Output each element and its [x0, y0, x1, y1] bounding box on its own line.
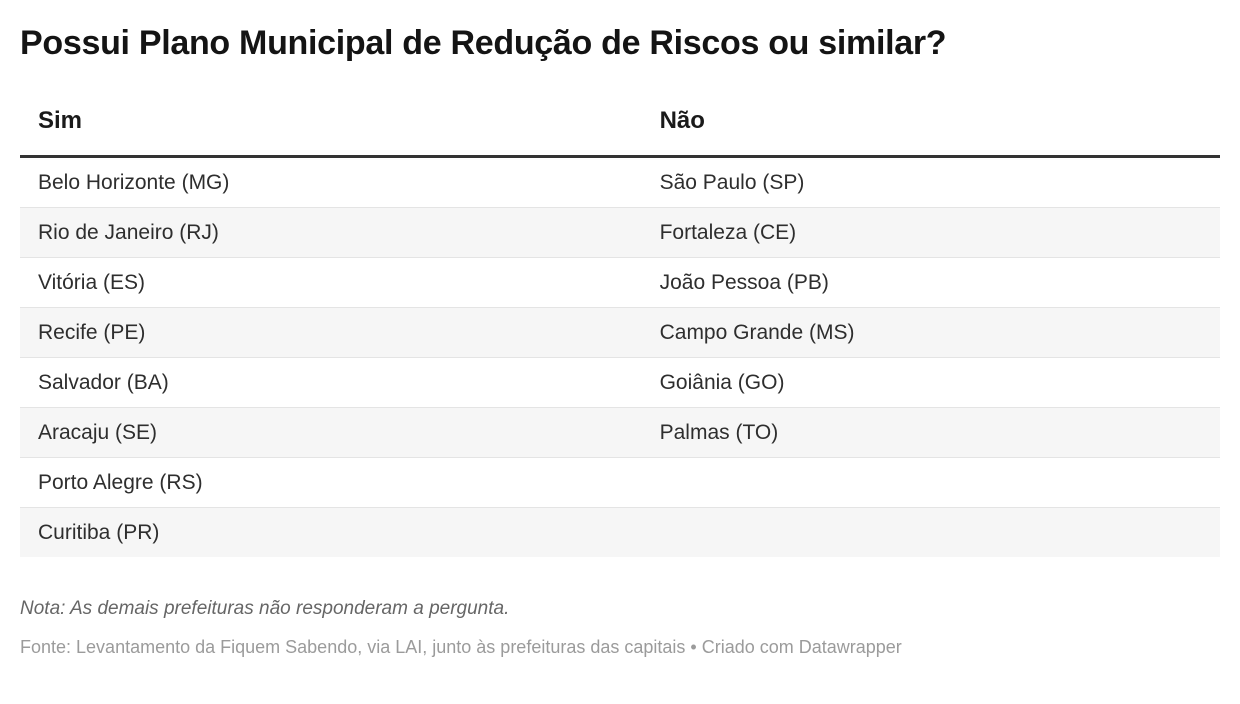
column-header-sim: Sim: [20, 108, 642, 158]
table-cell: Palmas (TO): [641, 407, 1220, 458]
table-cell: Porto Alegre (RS): [20, 457, 642, 508]
chart-note: Nota: As demais prefeituras não responde…: [20, 597, 510, 619]
chart-title: Possui Plano Municipal de Redução de Ris…: [20, 24, 947, 62]
chart-container: Possui Plano Municipal de Redução de Ris…: [0, 22, 1240, 659]
table-row: Salvador (BA) Goiânia (GO): [20, 357, 1220, 408]
table-row: Curitiba (PR): [20, 507, 1220, 557]
table-cell: Campo Grande (MS): [641, 307, 1220, 358]
table-cell: Belo Horizonte (MG): [20, 156, 642, 208]
header-row: Sim Não: [20, 108, 1220, 158]
column-header-nao: Não: [641, 108, 1220, 158]
table-row: Porto Alegre (RS): [20, 457, 1220, 508]
table-cell: Salvador (BA): [20, 357, 642, 408]
table-body: Belo Horizonte (MG) São Paulo (SP) Rio de …: [20, 156, 1220, 557]
table-cell: [641, 457, 1220, 508]
table-cell: João Pessoa (PB): [641, 257, 1220, 308]
table-row: Vitória (ES) João Pessoa (PB): [20, 257, 1220, 308]
table-cell: Rio de Janeiro (RJ): [20, 207, 642, 258]
table-cell: Recife (PE): [20, 307, 642, 358]
chart-source: Fonte: Levantamento da Fiquem Sabendo, v…: [20, 636, 902, 657]
table-row: Recife (PE) Campo Grande (MS): [20, 307, 1220, 358]
table-cell: São Paulo (SP): [641, 156, 1220, 208]
table-cell: Goiânia (GO): [641, 357, 1220, 408]
table-row: Aracaju (SE) Palmas (TO): [20, 407, 1220, 458]
data-table: Sim Não Belo Horizonte (MG) São Paulo (SP…: [20, 108, 1220, 557]
table-cell: Curitiba (PR): [38, 520, 160, 544]
table-cell: Vitória (ES): [20, 257, 642, 308]
table-header: Sim Não: [20, 108, 1220, 158]
table-cell: Aracaju (SE): [20, 407, 642, 458]
chart-footer: Nota: As demais prefeituras não responde…: [20, 597, 1220, 659]
table-cell: [642, 507, 1220, 557]
table-row: Rio de Janeiro (RJ) Fortaleza (CE): [20, 207, 1220, 258]
table-cell: Fortaleza (CE): [641, 207, 1220, 258]
table-row: Belo Horizonte (MG) São Paulo (SP): [20, 156, 1220, 208]
